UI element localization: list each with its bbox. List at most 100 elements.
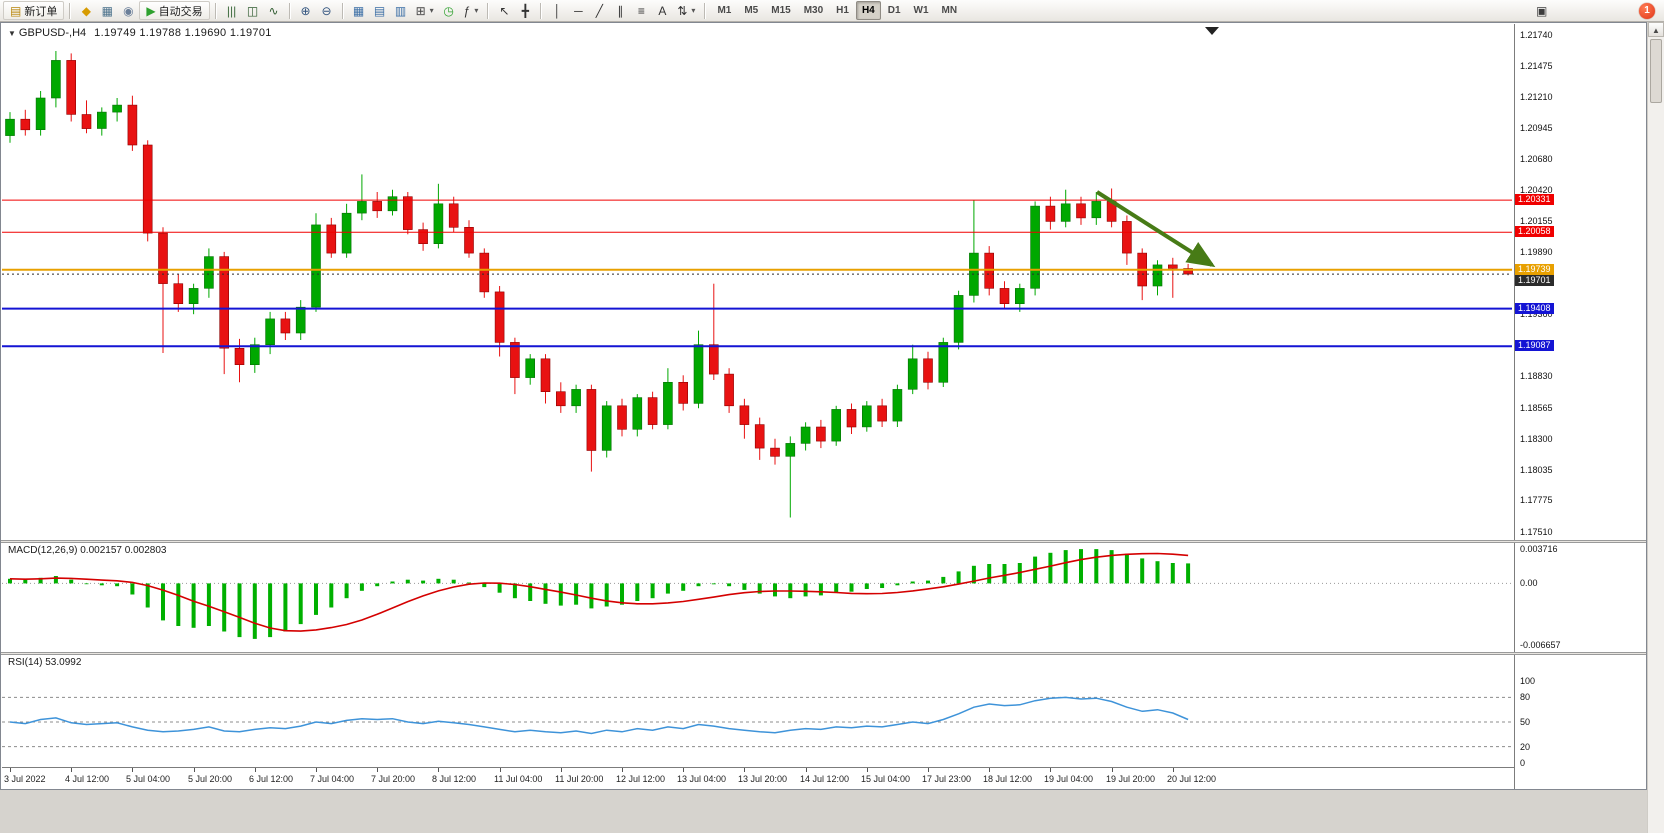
price-tag-1.19087: 1.19087 [1515, 340, 1554, 352]
auto-trading-button-label: 自动交易 [158, 5, 203, 18]
tile-windows-button[interactable]: ▦ [349, 1, 369, 20]
timeframe-h1-button[interactable]: H1 [830, 1, 855, 20]
vertical-scrollbar[interactable]: ▲ [1647, 22, 1664, 833]
timeframe-m5-button[interactable]: M5 [738, 1, 764, 20]
time-tick [71, 768, 72, 772]
trendline-button[interactable]: ╱ [589, 1, 609, 20]
timeframe-mn-button[interactable]: MN [936, 1, 964, 20]
time-tick [500, 768, 501, 772]
time-tick-label: 11 Jul 20:00 [555, 774, 604, 784]
data-window-icon: ▦ [101, 3, 114, 18]
text-label-button[interactable]: A [652, 1, 672, 20]
price-tick-label: 1.19890 [1520, 246, 1553, 257]
bar-chart-button[interactable]: ||| [222, 1, 242, 20]
macd-axis-label: 0.00 [1520, 578, 1538, 589]
fibonacci-button[interactable]: ≡ [631, 1, 651, 20]
timeframe-m30-button[interactable]: M30 [798, 1, 829, 20]
dropdown-arrow-icon: ▾ [474, 6, 479, 15]
toolbar-separator [214, 2, 217, 19]
price-tick-label: 1.21475 [1520, 60, 1553, 71]
new-order-button[interactable]: ▤ 新订单 [3, 1, 65, 20]
new-chart-icon: ⊞ [415, 3, 426, 18]
market-watch-icon: ◆ [81, 3, 91, 18]
fibonacci-icon: ≡ [637, 3, 645, 18]
arrange-windows-button[interactable]: ▥ [391, 1, 411, 20]
price-axis[interactable]: 1.21740 1.21475 1.21210 1.20945 1.20680 1.204… [1514, 24, 1646, 789]
scroll-up-icon[interactable]: ▲ [1648, 22, 1664, 37]
timeframe-m1-button[interactable]: M1 [711, 1, 737, 20]
price-tick-label: 1.20945 [1520, 122, 1553, 133]
macd-signal-line [9, 552, 1189, 632]
price-tick-label: 1.20155 [1520, 215, 1553, 226]
ohlc-values: 1.19749 1.19788 1.19690 1.19701 [94, 27, 272, 39]
time-tick [316, 768, 317, 772]
macd-chart[interactable] [2, 543, 1512, 652]
time-tick-label: 5 Jul 20:00 [188, 774, 233, 784]
auto-scroll-button[interactable]: ◷ [439, 1, 459, 20]
macd-values: 0.002157 0.002803 [80, 545, 167, 556]
new-chart-button[interactable]: ⊞ ▾ [412, 1, 438, 20]
cursor-button[interactable]: ↖ [494, 1, 514, 20]
scrollbar-thumb[interactable] [1650, 39, 1662, 103]
panel-splitter[interactable] [1, 652, 1646, 655]
dock-panel-icon[interactable]: ▣ [1536, 4, 1548, 18]
time-tick [622, 768, 623, 772]
timeframe-m15-button[interactable]: M15 [765, 1, 796, 20]
chart-header: ▼ GBPUSD-,H4 1.19749 1.19788 1.19690 1.197… [8, 27, 272, 39]
clock-icon: ◷ [443, 3, 454, 18]
time-axis[interactable]: 3 Jul 2022 4 Jul 12:00 5 Jul 04:00 5 Jul 20… [2, 767, 1514, 788]
equidistant-channel-button[interactable]: ∥ [610, 1, 630, 20]
rsi-axis-label: 100 [1520, 676, 1536, 686]
data-window-button[interactable]: ▦ [97, 1, 117, 20]
zoom-out-button[interactable]: ⊖ [317, 1, 337, 20]
price-tick-label: 1.20420 [1520, 184, 1553, 195]
time-tick [867, 768, 868, 772]
dropdown-arrow-icon: ▾ [691, 6, 696, 15]
price-tick-label: 1.18300 [1520, 433, 1553, 444]
macd-panel[interactable]: MACD(12,26,9) 0.002157 0.002803 [2, 543, 1514, 652]
time-tick [10, 768, 11, 772]
horizontal-line-button[interactable]: ─ [568, 1, 588, 20]
time-tick [194, 768, 195, 772]
notification-badge[interactable]: 1 [1639, 3, 1655, 19]
line-chart-button[interactable]: ∿ [264, 1, 284, 20]
time-tick [928, 768, 929, 772]
indicators-button[interactable]: ƒ ▾ [460, 1, 483, 20]
navigator-button[interactable]: ◉ [118, 1, 138, 20]
price-tag-1.20331: 1.20331 [1515, 194, 1554, 206]
time-tick-label: 4 Jul 12:00 [65, 774, 110, 784]
rsi-line [9, 696, 1189, 735]
market-watch-button[interactable]: ◆ [76, 1, 96, 20]
arrows-button[interactable]: ⇅ ▾ [673, 1, 699, 20]
rsi-chart[interactable] [2, 655, 1512, 767]
time-tick-label: 20 Jul 12:00 [1167, 774, 1217, 784]
collapse-icon[interactable]: ▼ [8, 29, 16, 38]
time-tick-label: 11 Jul 04:00 [494, 774, 543, 784]
timeframe-w1-button[interactable]: W1 [908, 1, 935, 20]
candlestick-chart[interactable] [2, 24, 1512, 539]
price-chart-panel[interactable]: ▼ GBPUSD-,H4 1.19749 1.19788 1.19690 1.197… [2, 24, 1514, 540]
time-tick-label: 3 Jul 2022 [4, 774, 46, 784]
time-tick [989, 768, 990, 772]
rsi-panel[interactable]: RSI(14) 53.0992 [2, 655, 1514, 767]
panel-splitter[interactable] [1, 540, 1646, 543]
time-tick [132, 768, 133, 772]
time-tick-label: 8 Jul 12:00 [432, 774, 477, 784]
vertical-line-button[interactable]: │ [547, 1, 567, 20]
toolbar-separator [540, 2, 543, 19]
zoom-in-button[interactable]: ⊕ [296, 1, 316, 20]
cursor-icon: ↖ [499, 3, 510, 18]
candlestick-chart-button[interactable]: ◫ [243, 1, 263, 20]
time-tick-label: 19 Jul 20:00 [1106, 774, 1156, 784]
time-tick [438, 768, 439, 772]
time-tick-label: 13 Jul 04:00 [677, 774, 727, 784]
timeframe-d1-button[interactable]: D1 [882, 1, 907, 20]
trend-arrow[interactable] [1095, 190, 1216, 268]
auto-trading-button[interactable]: ▶ 自动交易 [139, 1, 210, 20]
timeframe-h4-button[interactable]: H4 [855, 1, 881, 20]
crosshair-button[interactable]: ╋ [515, 1, 535, 20]
cascade-windows-button[interactable]: ▤ [370, 1, 390, 20]
price-tag-1.20058: 1.20058 [1515, 226, 1554, 238]
new-order-icon: ▤ [10, 3, 22, 18]
dropdown-arrow-icon: ▾ [429, 6, 434, 15]
